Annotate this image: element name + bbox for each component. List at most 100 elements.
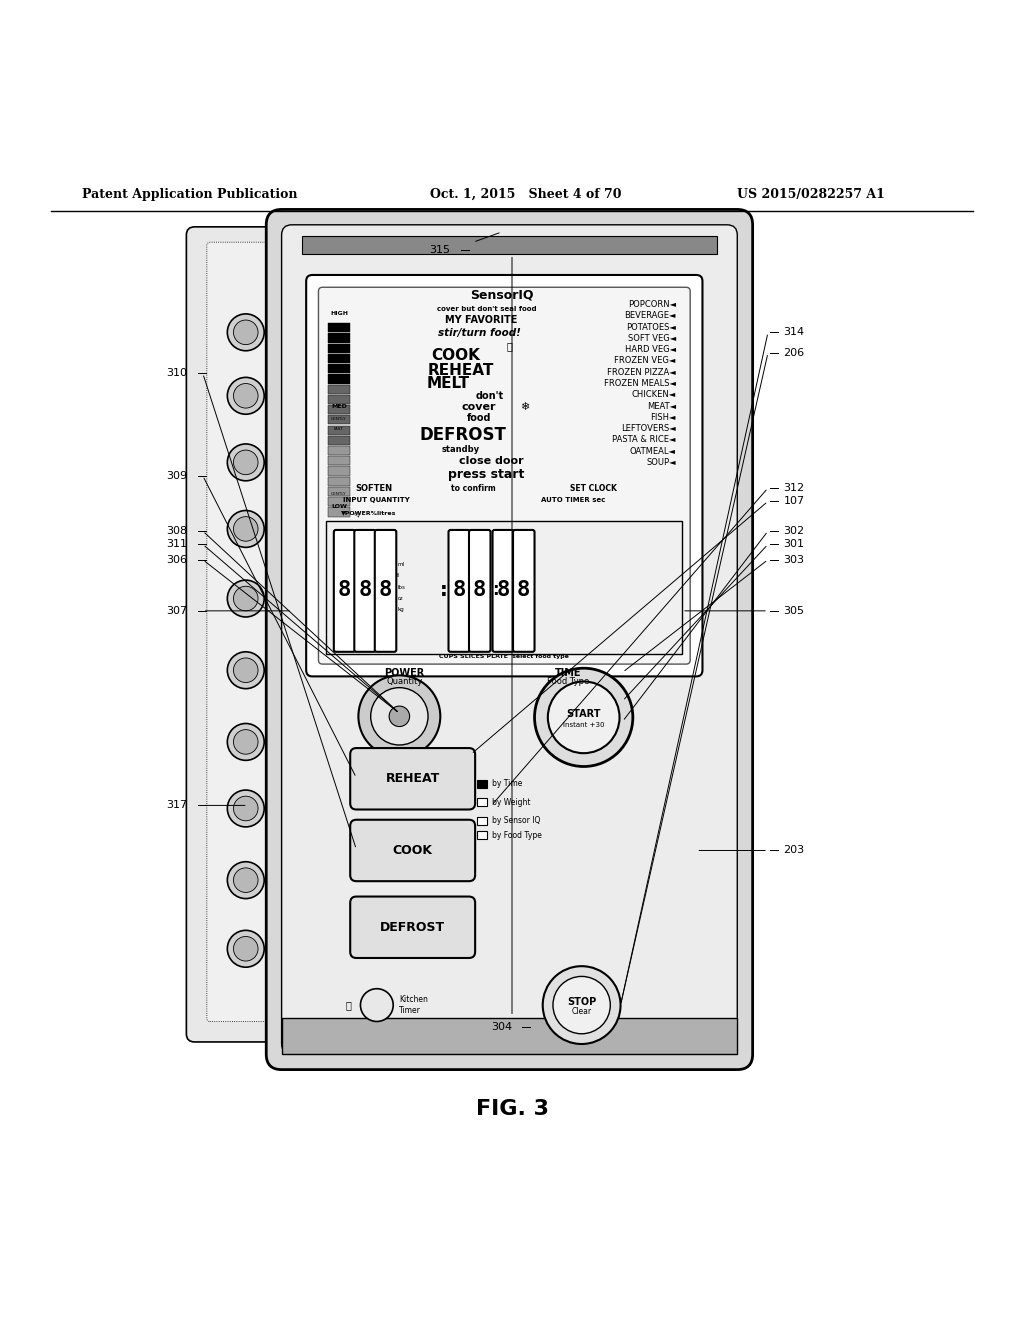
FancyBboxPatch shape [318, 288, 690, 664]
Circle shape [227, 511, 264, 548]
Circle shape [535, 668, 633, 767]
Circle shape [233, 319, 258, 345]
Text: 307: 307 [166, 606, 187, 616]
FancyBboxPatch shape [282, 224, 737, 1055]
Text: 314: 314 [783, 327, 805, 338]
Text: 206: 206 [783, 347, 805, 358]
Bar [326, 520, 682, 653]
Text: Clear: Clear [571, 1007, 592, 1015]
Text: 308: 308 [166, 525, 187, 536]
Text: MELT: MELT [427, 376, 470, 391]
Text: by Time: by Time [492, 779, 522, 788]
Circle shape [227, 862, 264, 899]
Text: MY FAVORITE: MY FAVORITE [445, 315, 517, 325]
FancyBboxPatch shape [306, 275, 702, 676]
FancyBboxPatch shape [375, 529, 396, 652]
Text: 203: 203 [783, 846, 805, 855]
Text: SOFT VEG◄: SOFT VEG◄ [628, 334, 676, 343]
Text: 311: 311 [166, 540, 187, 549]
Circle shape [227, 791, 264, 826]
Text: food: food [467, 413, 492, 424]
Text: Patent Application Publication: Patent Application Publication [82, 187, 297, 201]
Text: by Weight: by Weight [492, 797, 530, 807]
FancyBboxPatch shape [334, 529, 355, 652]
Bar [328, 487, 350, 496]
Text: 302: 302 [783, 525, 805, 536]
Text: 8: 8 [358, 581, 372, 601]
Bar [328, 436, 350, 445]
Bar [328, 466, 350, 475]
Text: HARD VEG◄: HARD VEG◄ [625, 346, 676, 354]
FancyBboxPatch shape [493, 529, 514, 652]
Text: DEFROST: DEFROST [380, 921, 445, 933]
Text: 317: 317 [166, 800, 187, 810]
Text: PASTA & RICE◄: PASTA & RICE◄ [612, 436, 676, 445]
Circle shape [227, 314, 264, 351]
Text: 8: 8 [473, 581, 486, 601]
Bar [328, 375, 350, 384]
Text: COOK: COOK [431, 348, 480, 363]
Text: ml: ml [397, 562, 404, 568]
Text: SET CLOCK: SET CLOCK [570, 484, 617, 494]
Circle shape [360, 989, 393, 1022]
Text: START: START [566, 709, 601, 719]
Circle shape [227, 378, 264, 414]
Circle shape [233, 450, 258, 475]
Text: stir/turn food!: stir/turn food! [438, 329, 520, 338]
Text: to confirm: to confirm [451, 484, 496, 494]
Text: 310: 310 [166, 368, 187, 379]
Circle shape [233, 936, 258, 961]
Text: OATMEAL◄: OATMEAL◄ [630, 446, 676, 455]
FancyBboxPatch shape [513, 529, 535, 652]
Text: Kitchen: Kitchen [399, 995, 428, 1005]
Circle shape [233, 867, 258, 892]
Text: 🔒: 🔒 [345, 1001, 351, 1010]
Bar [328, 477, 350, 486]
Text: don't: don't [475, 391, 504, 401]
Circle shape [233, 516, 258, 541]
Text: 8: 8 [379, 581, 392, 601]
Text: FROZEN VEG◄: FROZEN VEG◄ [614, 356, 676, 366]
Text: by Food Type: by Food Type [492, 830, 542, 840]
FancyBboxPatch shape [266, 210, 753, 1069]
FancyBboxPatch shape [350, 820, 475, 882]
Text: Oct. 1, 2015   Sheet 4 of 70: Oct. 1, 2015 Sheet 4 of 70 [430, 187, 622, 201]
Bar [302, 236, 717, 255]
Text: fl: fl [397, 573, 400, 578]
Text: 303: 303 [783, 554, 805, 565]
Text: kg: kg [397, 607, 404, 612]
Text: CHICKEN◄: CHICKEN◄ [632, 391, 676, 399]
Text: POPCORN◄: POPCORN◄ [628, 300, 676, 309]
Text: FAST: FAST [334, 426, 344, 430]
Bar [328, 395, 350, 404]
Text: press start: press start [449, 469, 524, 482]
Text: 8: 8 [453, 581, 466, 601]
Text: POTATOES◄: POTATOES◄ [626, 322, 676, 331]
Text: COOK: COOK [392, 843, 433, 857]
Text: close door: close door [459, 457, 524, 466]
Circle shape [358, 676, 440, 758]
Text: 305: 305 [783, 606, 805, 616]
Text: ◁): ◁) [353, 511, 361, 517]
Bar [328, 384, 350, 393]
Text: by Sensor IQ: by Sensor IQ [492, 816, 540, 825]
Text: Timer: Timer [399, 1006, 421, 1015]
Bar [328, 446, 350, 455]
Text: cover but don't seal food: cover but don't seal food [436, 306, 537, 312]
Text: DEFROST: DEFROST [420, 426, 506, 444]
Text: BEVERAGE◄: BEVERAGE◄ [625, 312, 676, 321]
Text: 8: 8 [497, 581, 510, 601]
FancyBboxPatch shape [350, 748, 475, 809]
Bar [328, 323, 350, 333]
Text: CUPS SLICES PLATE  select food type: CUPS SLICES PLATE select food type [439, 655, 568, 660]
Circle shape [227, 444, 264, 480]
FancyBboxPatch shape [186, 227, 295, 1041]
Circle shape [233, 657, 258, 682]
FancyBboxPatch shape [350, 896, 475, 958]
Text: MEAT◄: MEAT◄ [647, 401, 676, 411]
Text: 312: 312 [783, 483, 805, 492]
Text: :: : [493, 581, 499, 599]
Text: 8: 8 [517, 581, 530, 601]
Text: 🔒: 🔒 [507, 342, 513, 351]
Bar [477, 799, 487, 807]
